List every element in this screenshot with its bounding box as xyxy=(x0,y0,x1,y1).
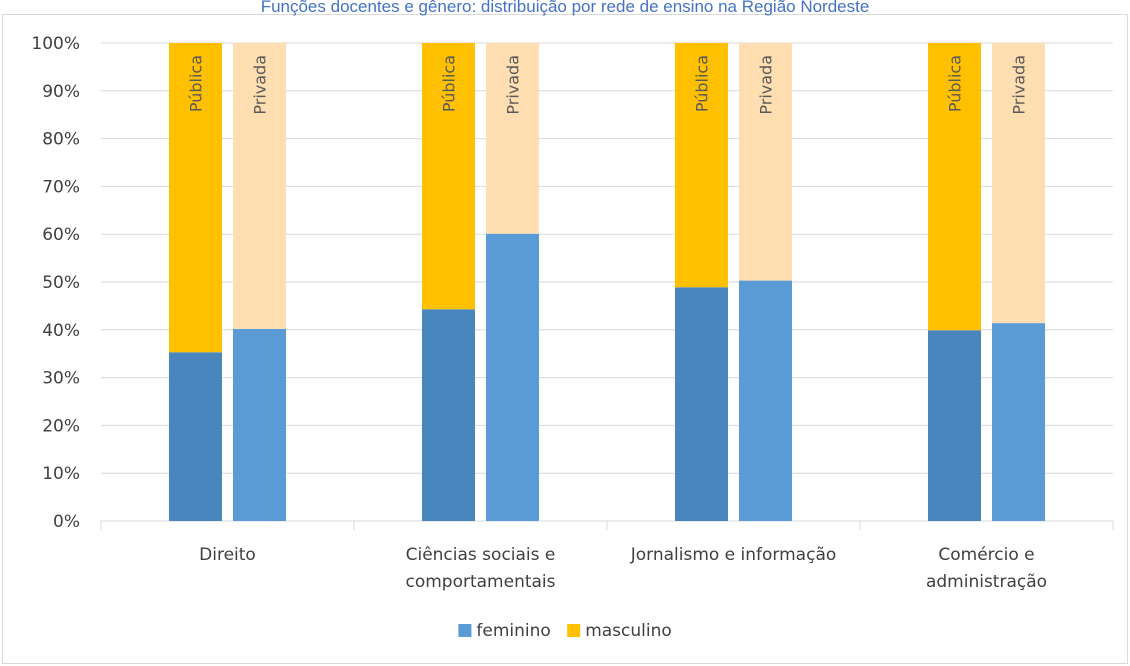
y-tick-label: 90% xyxy=(42,82,80,102)
bar-masculino xyxy=(486,43,539,234)
x-category-label: Ciências sociais e xyxy=(406,545,556,565)
bar-network-label: Pública xyxy=(187,55,206,112)
x-category-label: Jornalismo e informação xyxy=(630,545,837,565)
bar-feminino xyxy=(992,323,1045,521)
bar-feminino xyxy=(928,330,981,521)
bar-feminino xyxy=(486,233,539,522)
bar-network-label: Pública xyxy=(693,55,712,112)
bar-network-label: Privada xyxy=(504,55,523,115)
y-tick-label: 80% xyxy=(42,130,80,150)
bar-network-label: Privada xyxy=(1010,55,1029,115)
y-tick-label: 70% xyxy=(42,177,80,197)
legend-label: masculino xyxy=(585,621,672,641)
bar-feminino xyxy=(233,328,286,521)
x-category-label: comportamentais xyxy=(405,572,555,592)
x-category-label: Comércio e xyxy=(938,545,1034,565)
chart-title: Funções docentes e gênero: distribuição … xyxy=(260,0,870,16)
legend-swatch xyxy=(567,624,581,637)
bar-masculino xyxy=(169,43,222,353)
y-tick-label: 50% xyxy=(42,273,80,293)
y-tick-label: 100% xyxy=(31,34,80,54)
y-tick-label: 40% xyxy=(42,321,80,341)
y-tick-label: 60% xyxy=(42,225,80,245)
y-tick-label: 30% xyxy=(42,369,80,389)
legend-swatch xyxy=(458,624,472,637)
y-tick-label: 10% xyxy=(42,464,80,484)
x-category-label: administração xyxy=(926,572,1047,592)
bar-feminino xyxy=(739,280,792,521)
bar-masculino xyxy=(675,43,728,288)
bar-masculino xyxy=(422,43,475,310)
bar-masculino xyxy=(739,43,792,281)
bar-network-label: Pública xyxy=(946,55,965,112)
bar-network-label: Privada xyxy=(757,55,776,115)
bar-network-label: Pública xyxy=(440,55,459,112)
bar-feminino xyxy=(169,352,222,521)
y-tick-label: 20% xyxy=(42,416,80,436)
bar-masculino xyxy=(928,43,981,331)
bar-network-label: Privada xyxy=(251,55,270,115)
y-tick-label: 0% xyxy=(53,512,80,532)
legend-label: feminino xyxy=(476,621,550,641)
x-category-label: Direito xyxy=(199,545,256,565)
bar-feminino xyxy=(675,287,728,521)
bar-masculino xyxy=(233,43,286,329)
bar-feminino xyxy=(422,309,475,521)
bar-masculino xyxy=(992,43,1045,324)
